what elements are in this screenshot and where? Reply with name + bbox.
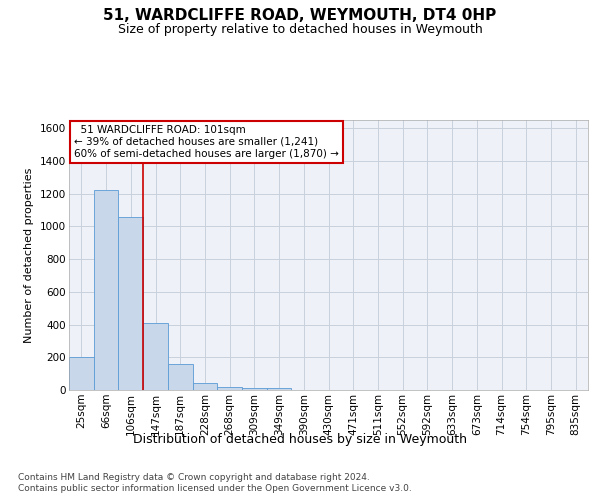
Text: Size of property relative to detached houses in Weymouth: Size of property relative to detached ho… (118, 22, 482, 36)
Bar (193, 384, 217, 390)
Bar (242, 388, 267, 390)
Text: 51 WARDCLIFFE ROAD: 101sqm
← 39% of detached houses are smaller (1,241)
60% of s: 51 WARDCLIFFE ROAD: 101sqm ← 39% of deta… (74, 126, 339, 158)
Bar (69, 358, 94, 390)
Bar (118, 216, 143, 390)
Bar (143, 323, 168, 390)
Text: 51, WARDCLIFFE ROAD, WEYMOUTH, DT4 0HP: 51, WARDCLIFFE ROAD, WEYMOUTH, DT4 0HP (103, 8, 497, 22)
Bar (94, 190, 118, 390)
Y-axis label: Number of detached properties: Number of detached properties (25, 168, 34, 342)
Text: Contains public sector information licensed under the Open Government Licence v3: Contains public sector information licen… (18, 484, 412, 493)
Text: Distribution of detached houses by size in Weymouth: Distribution of detached houses by size … (133, 432, 467, 446)
Bar (168, 364, 193, 390)
Bar (267, 388, 292, 390)
Bar (217, 386, 242, 390)
Text: Contains HM Land Registry data © Crown copyright and database right 2024.: Contains HM Land Registry data © Crown c… (18, 472, 370, 482)
